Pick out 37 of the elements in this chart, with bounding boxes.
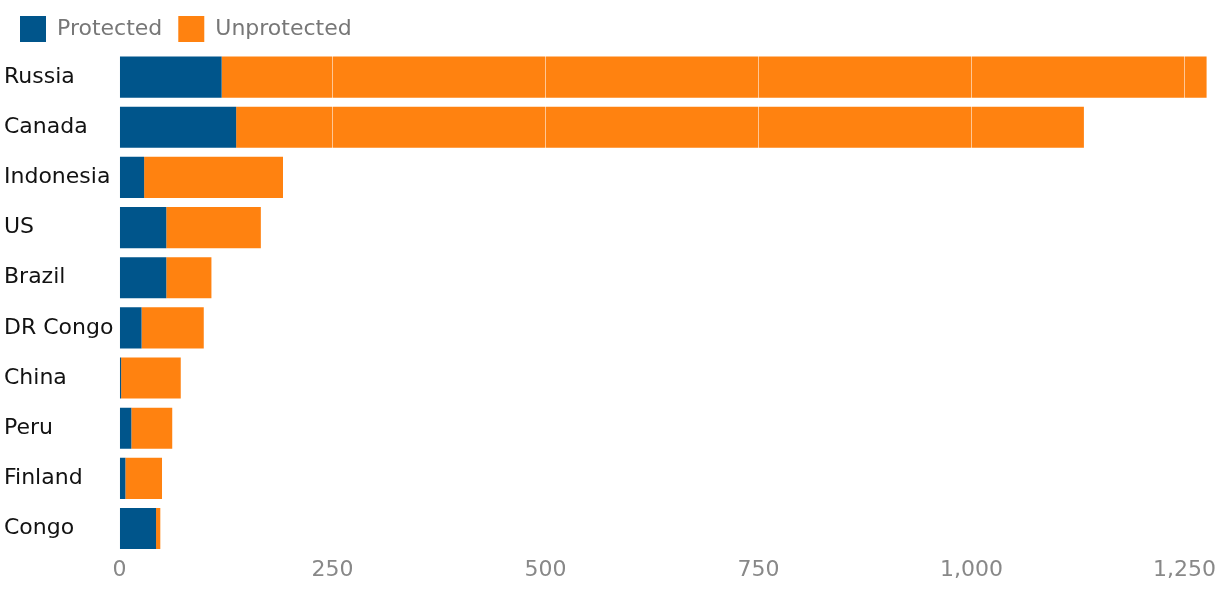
x-tick-label: 0 xyxy=(112,555,127,581)
y-tick-label: Peru xyxy=(4,413,54,439)
bar xyxy=(156,507,161,550)
y-tick-label: Finland xyxy=(4,464,83,490)
bar xyxy=(131,407,173,449)
bar xyxy=(119,206,167,249)
bar xyxy=(144,156,283,198)
y-tick-label: Russia xyxy=(4,62,75,88)
x-tick-label: 1,250 xyxy=(1152,555,1216,581)
y-tick-label: US xyxy=(4,213,35,239)
y-tick-label: China xyxy=(4,363,67,389)
bar xyxy=(236,106,1084,148)
y-tick-label: Indonesia xyxy=(4,163,111,189)
bar xyxy=(221,56,1207,98)
x-tick-label: 250 xyxy=(311,555,354,581)
y-tick-label: Canada xyxy=(4,112,88,138)
y-tick-label: Brazil xyxy=(4,263,66,289)
bar xyxy=(166,206,261,249)
bar xyxy=(119,156,145,198)
bar xyxy=(119,106,237,148)
bar xyxy=(125,457,163,499)
y-tick-label: Congo xyxy=(4,514,75,540)
bar xyxy=(119,457,126,499)
bar xyxy=(119,257,167,299)
bar xyxy=(166,257,212,299)
x-tick-label: 1,000 xyxy=(939,555,1003,581)
y-tick-label: DR Congo xyxy=(4,313,114,339)
bar xyxy=(119,307,142,349)
bar xyxy=(141,307,204,349)
bar xyxy=(119,407,132,449)
x-tick-label: 500 xyxy=(524,555,567,581)
bar xyxy=(121,357,181,399)
bar xyxy=(119,56,222,98)
x-tick-label: 750 xyxy=(737,555,780,581)
legend-label: Protected xyxy=(57,14,163,40)
legend-label: Unprotected xyxy=(215,14,352,40)
bar xyxy=(119,507,157,550)
